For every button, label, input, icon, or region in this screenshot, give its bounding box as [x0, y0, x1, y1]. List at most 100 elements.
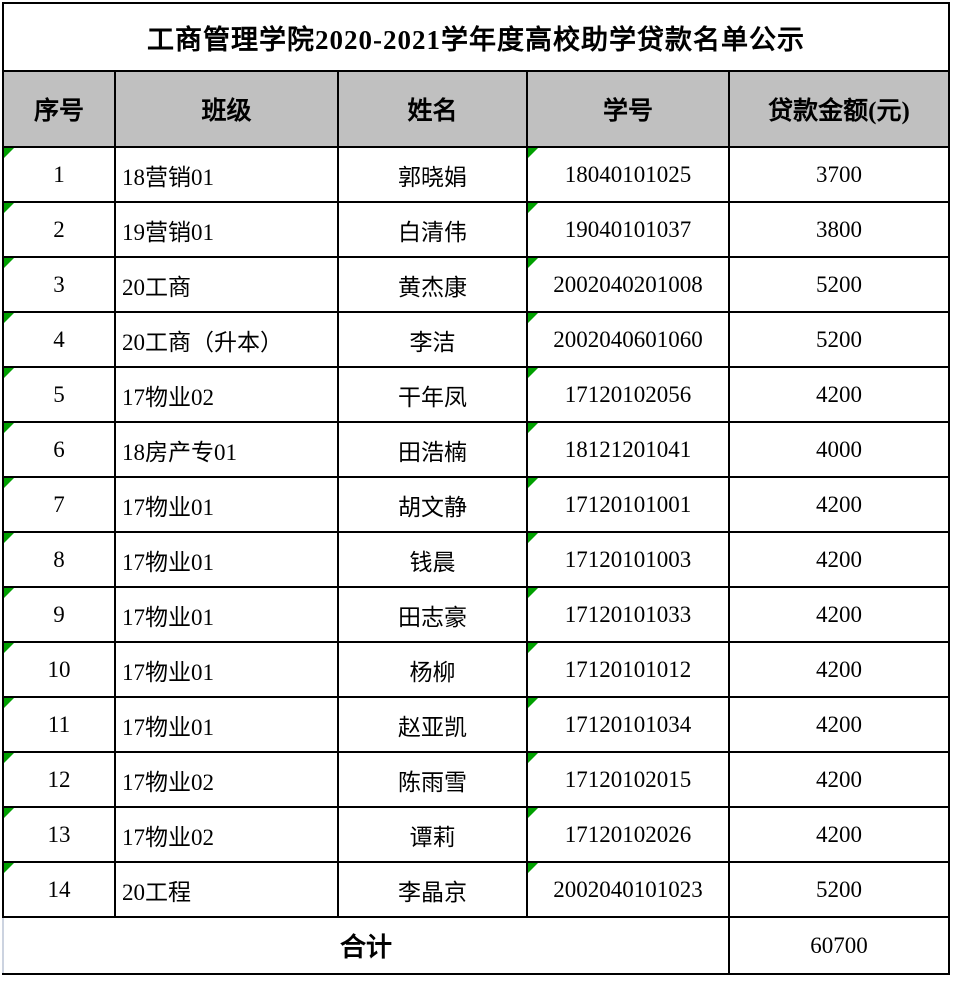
- cell-loan-amount: 4200: [728, 696, 950, 753]
- cell-serial-number: 2: [2, 201, 116, 258]
- table-title-row: 工商管理学院2020-2021学年度高校助学贷款名单公示: [2, 2, 950, 72]
- number-as-text-indicator-icon: [5, 864, 14, 873]
- loan-amount-text: 4200: [816, 546, 862, 572]
- student-id-text: 2002040101023: [553, 876, 703, 902]
- loan-amount-text: 4200: [816, 711, 862, 737]
- cell-class: 20工商: [114, 256, 339, 313]
- cell-student-id: 19040101037: [526, 201, 730, 258]
- cell-student-id: 17120101033: [526, 586, 730, 643]
- cell-serial-number: 10: [2, 641, 116, 698]
- cell-loan-amount: 3800: [728, 201, 950, 258]
- class-text: 17物业01: [122, 549, 214, 575]
- number-as-text-indicator-icon: [5, 809, 14, 818]
- student-id-text: 18040101025: [564, 161, 692, 187]
- cell-student-name: 钱晨: [337, 531, 528, 588]
- student-name-text: 田浩楠: [398, 439, 467, 465]
- serial-number-text: 7: [53, 491, 65, 517]
- cell-serial-number: 12: [2, 751, 116, 808]
- cell-serial-number: 7: [2, 476, 116, 533]
- class-text: 20工商: [122, 274, 191, 300]
- table-body: 工商管理学院2020-2021学年度高校助学贷款名单公示 序号 班级 姓名 学号…: [2, 2, 950, 975]
- number-as-text-indicator-icon: [5, 754, 14, 763]
- cell-student-id: 2002040601060: [526, 311, 730, 368]
- cell-loan-amount: 5200: [728, 861, 950, 918]
- cell-serial-number: 11: [2, 696, 116, 753]
- student-id-text: 18121201041: [564, 436, 692, 462]
- cell-class: 17物业02: [114, 806, 339, 863]
- cell-class: 19营销01: [114, 201, 339, 258]
- class-text: 17物业02: [122, 384, 214, 410]
- number-as-text-indicator-icon: [529, 259, 538, 268]
- loan-amount-text: 4200: [816, 601, 862, 627]
- student-id-text: 17120101012: [564, 656, 692, 682]
- loan-amount-text: 3700: [816, 161, 862, 187]
- serial-number-text: 13: [47, 821, 71, 847]
- number-as-text-indicator-icon: [529, 369, 538, 378]
- table-row: 12 17物业02 陈雨雪 17120102015 4200: [2, 751, 950, 808]
- table-row: 7 17物业01 胡文静 17120101001 4200: [2, 476, 950, 533]
- cell-loan-amount: 4200: [728, 366, 950, 423]
- student-id-text: 2002040601060: [553, 326, 703, 352]
- cell-student-name: 干年凤: [337, 366, 528, 423]
- number-as-text-indicator-icon: [529, 424, 538, 433]
- student-name-text: 胡文静: [398, 494, 467, 520]
- table-row: 9 17物业01 田志豪 17120101033 4200: [2, 586, 950, 643]
- table-row: 1 18营销01 郭晓娟 18040101025 3700: [2, 146, 950, 203]
- number-as-text-indicator-icon: [5, 259, 14, 268]
- cell-loan-amount: 4200: [728, 751, 950, 808]
- class-text: 17物业01: [122, 714, 214, 740]
- cell-serial-number: 8: [2, 531, 116, 588]
- cell-class: 17物业01: [114, 696, 339, 753]
- student-id-text: 17120102056: [564, 381, 692, 407]
- table-row: 13 17物业02 谭莉 17120102026 4200: [2, 806, 950, 863]
- table-row: 6 18房产专01 田浩楠 18121201041 4000: [2, 421, 950, 478]
- cell-loan-amount: 4000: [728, 421, 950, 478]
- number-as-text-indicator-icon: [529, 754, 538, 763]
- cell-student-name: 李晶京: [337, 861, 528, 918]
- cell-student-name: 陈雨雪: [337, 751, 528, 808]
- cell-student-name: 胡文静: [337, 476, 528, 533]
- loan-table: 工商管理学院2020-2021学年度高校助学贷款名单公示 序号 班级 姓名 学号…: [2, 2, 950, 975]
- cell-class: 17物业02: [114, 366, 339, 423]
- number-as-text-indicator-icon: [5, 644, 14, 653]
- table-row: 8 17物业01 钱晨 17120101003 4200: [2, 531, 950, 588]
- number-as-text-indicator-icon: [529, 534, 538, 543]
- class-text: 18营销01: [122, 164, 214, 190]
- student-name-text: 杨柳: [409, 659, 456, 685]
- table-row: 10 17物业01 杨柳 17120101012 4200: [2, 641, 950, 698]
- cell-loan-amount: 4200: [728, 586, 950, 643]
- cell-class: 17物业01: [114, 531, 339, 588]
- number-as-text-indicator-icon: [5, 149, 14, 158]
- cell-student-id: 17120101001: [526, 476, 730, 533]
- cell-student-id: 17120102026: [526, 806, 730, 863]
- cell-student-id: 2002040201008: [526, 256, 730, 313]
- number-as-text-indicator-icon: [529, 589, 538, 598]
- cell-serial-number: 14: [2, 861, 116, 918]
- cell-class: 17物业01: [114, 476, 339, 533]
- loan-amount-text: 4200: [816, 381, 862, 407]
- cell-loan-amount: 5200: [728, 256, 950, 313]
- loan-announcement-sheet: 工商管理学院2020-2021学年度高校助学贷款名单公示 序号 班级 姓名 学号…: [2, 2, 950, 975]
- number-as-text-indicator-icon: [5, 424, 14, 433]
- serial-number-text: 4: [53, 326, 65, 352]
- student-id-text: 17120101033: [564, 601, 692, 627]
- cell-serial-number: 5: [2, 366, 116, 423]
- student-name-text: 谭莉: [409, 824, 456, 850]
- cell-loan-amount: 5200: [728, 311, 950, 368]
- number-as-text-indicator-icon: [529, 864, 538, 873]
- table-row: 3 20工商 黄杰康 2002040201008 5200: [2, 256, 950, 313]
- student-name-text: 钱晨: [409, 549, 456, 575]
- cell-student-id: 17120101012: [526, 641, 730, 698]
- cell-class: 18营销01: [114, 146, 339, 203]
- loan-amount-text: 4200: [816, 821, 862, 847]
- loan-amount-text: 5200: [816, 326, 862, 352]
- class-text: 17物业01: [122, 604, 214, 630]
- number-as-text-indicator-icon: [5, 314, 14, 323]
- total-amount: 60700: [728, 916, 950, 975]
- serial-number-text: 8: [53, 546, 65, 572]
- cell-student-id: 17120102015: [526, 751, 730, 808]
- loan-amount-text: 3800: [816, 216, 862, 242]
- class-text: 17物业02: [122, 769, 214, 795]
- loan-amount-text: 5200: [816, 271, 862, 297]
- student-id-text: 17120102026: [564, 821, 692, 847]
